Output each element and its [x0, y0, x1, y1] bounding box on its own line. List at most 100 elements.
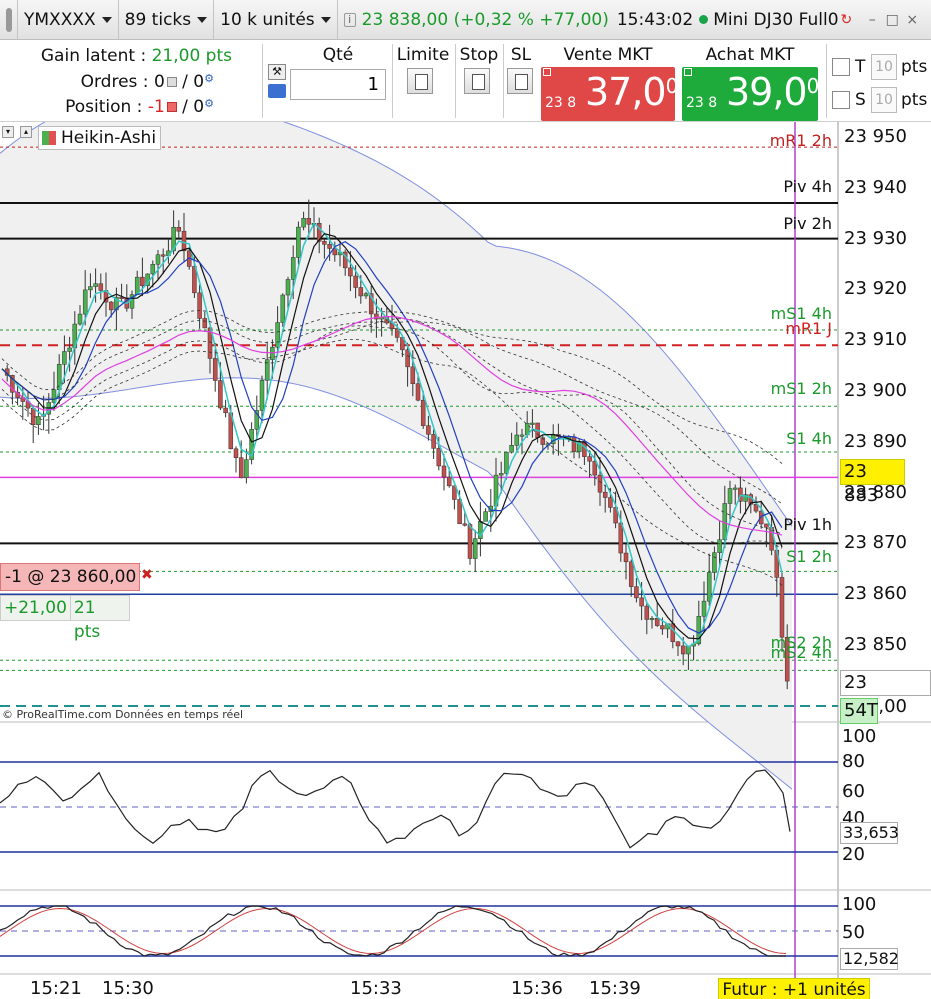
candle-body [160, 254, 166, 257]
candle-body [296, 226, 301, 258]
collapse-icon[interactable]: ▾ [2, 126, 14, 138]
oscillator1-tick: 20 [842, 844, 865, 865]
cancel-orders-icon[interactable] [166, 77, 177, 87]
gear-icon[interactable]: ⚙ [204, 72, 214, 85]
candle-body [415, 383, 421, 401]
stop-checkbox[interactable] [832, 91, 850, 109]
minimize-button[interactable]: – [868, 11, 876, 28]
divider [392, 44, 393, 118]
candle-body [202, 318, 208, 329]
stop-unit: pts [901, 90, 928, 110]
candle-body [51, 389, 57, 403]
level-label: mR1 J [785, 319, 832, 338]
candle-body [119, 296, 124, 299]
price-tick-label: 23 900 [844, 380, 907, 401]
candle-body [784, 636, 790, 682]
expand-icon[interactable]: ▴ [20, 126, 32, 138]
price-tick-label: 23 890 [844, 430, 907, 452]
bollinger-upper [0, 122, 793, 527]
level-label: S1 4h [786, 429, 832, 448]
candle-body [244, 459, 249, 479]
candle-body [639, 597, 644, 607]
close-position-icon[interactable] [166, 102, 177, 112]
candle-body [394, 328, 400, 338]
wrench-icon[interactable]: ⚒ [268, 64, 286, 80]
close-button[interactable]: × [906, 11, 919, 28]
popout-icon [543, 68, 551, 76]
ma-slow-dashed [1, 320, 783, 505]
candle-body [764, 523, 769, 528]
candle-body [426, 425, 431, 435]
level-label: mS2 2h [770, 633, 832, 652]
quantity-input[interactable] [290, 69, 386, 100]
keyboard-icon[interactable] [268, 84, 286, 98]
target-points-field[interactable]: 10 [871, 54, 897, 80]
candle-body [348, 267, 353, 277]
level-label: mS1 4h [770, 304, 832, 323]
alert-price-tag[interactable]: 23 883 [840, 459, 905, 506]
orders-label: Ordres : 0 [80, 72, 165, 92]
candle-body [410, 366, 416, 384]
oscillator2-value-tag: 12,582 [840, 948, 899, 970]
buy-price-digits: 39,0 [726, 70, 808, 114]
candle-body [644, 605, 650, 620]
candle-body [405, 349, 410, 368]
candle-body [608, 497, 613, 508]
chart-style-label[interactable]: Heikin-Ashi [38, 126, 162, 150]
close-position-x-icon[interactable]: ✖ [141, 567, 153, 583]
target-checkbox[interactable] [832, 58, 850, 76]
position-line-label[interactable]: -1 @ 23 860,00 [0, 563, 140, 591]
pnl-points: 21 pts [73, 598, 101, 642]
candle-body [660, 625, 665, 630]
candle-body [514, 434, 520, 446]
buy-market-button[interactable]: 23 8 39,00 [682, 67, 818, 121]
chart-area[interactable]: ▾ ▴ Heikin-Ashi mR1 2h Piv 4h Piv 2h mS1 4h… [0, 122, 931, 999]
oscillator1-line [0, 769, 791, 849]
candle-body [218, 380, 223, 409]
candle-body [628, 561, 634, 587]
candle-body [618, 522, 624, 554]
price-tick-label: 23 950 [844, 126, 907, 147]
sell-market-button[interactable]: 23 8 37,00 [541, 67, 675, 121]
candle-body [701, 600, 707, 617]
candle-body [36, 416, 41, 426]
oscillator1-tick: 100 [842, 726, 877, 747]
candle-body [498, 473, 504, 476]
stop-order-button[interactable] [464, 68, 490, 94]
units-label: 10 k unités [220, 9, 315, 30]
time-tick-label: 15:30 [102, 978, 154, 999]
level-label: Piv 4h [783, 177, 832, 196]
chart-canvas[interactable] [0, 122, 931, 999]
gear-icon[interactable]: ⚙ [204, 97, 214, 110]
candle-body [571, 436, 577, 452]
candle-body [712, 552, 717, 573]
price-tick-label: 23 880 [844, 482, 907, 503]
candle-body [592, 460, 598, 476]
candle-body [488, 505, 494, 512]
candle-body [171, 226, 176, 252]
maximize-button[interactable]: □ [885, 11, 899, 28]
candle-body [327, 244, 332, 249]
candle-body [675, 641, 681, 647]
refresh-icon[interactable]: ↻ [840, 11, 853, 28]
drag-handle-icon[interactable] [0, 0, 18, 40]
info-icon[interactable]: i [343, 12, 356, 27]
buy-price-fraction: 0 [806, 74, 818, 98]
candle-body [613, 507, 618, 524]
period-select[interactable]: 89 ticks [119, 0, 215, 40]
last-quote: 23 838,00 (+0,32 % +77,00) [361, 9, 609, 30]
ma-slow-dashed [1, 310, 783, 464]
candle-body [93, 283, 98, 287]
oscillator1-tick: 80 [842, 751, 865, 772]
stop-loss-button[interactable] [507, 68, 533, 94]
price-tick-label: 23 930 [844, 227, 907, 249]
stop-points-field[interactable]: 10 [871, 87, 897, 113]
candle-body [353, 275, 358, 288]
candle-body [670, 623, 676, 642]
candle-body [732, 487, 738, 490]
units-select[interactable]: 10 k unités [214, 0, 338, 40]
symbol-select[interactable]: YMXXXX [18, 0, 119, 40]
candle-body [254, 410, 260, 430]
symbol-label: YMXXXX [24, 9, 96, 30]
limit-order-button[interactable] [407, 68, 433, 94]
